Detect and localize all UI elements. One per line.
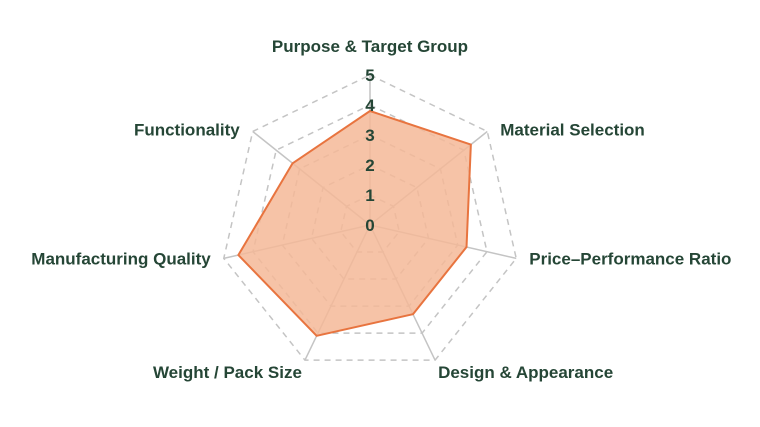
axis-label-weight-pack-size: Weight / Pack Size bbox=[153, 363, 302, 382]
radar-axis-labels: Purpose & Target Group Material Selectio… bbox=[31, 37, 731, 382]
tick-label-1: 1 bbox=[365, 186, 374, 205]
tick-label-4: 4 bbox=[365, 96, 375, 115]
tick-label-2: 2 bbox=[365, 156, 374, 175]
axis-label-design-appearance: Design & Appearance bbox=[438, 363, 613, 382]
axis-label-functionality: Functionality bbox=[134, 120, 240, 139]
axis-label-material-selection: Material Selection bbox=[500, 120, 645, 139]
radar-ring bbox=[222, 74, 518, 361]
axis-label-purpose-target-group: Purpose & Target Group bbox=[272, 37, 468, 56]
axis-label-price-performance-ratio: Price–Performance Ratio bbox=[529, 249, 731, 268]
radar-ticks: 0 1 2 3 4 5 bbox=[365, 66, 375, 235]
radar-data bbox=[237, 110, 472, 337]
radar-data-polygon bbox=[237, 110, 472, 337]
tick-label-5: 5 bbox=[365, 66, 374, 85]
axis-label-manufacturing-quality: Manufacturing Quality bbox=[31, 249, 211, 268]
tick-label-0: 0 bbox=[365, 216, 374, 235]
tick-label-3: 3 bbox=[365, 126, 374, 145]
